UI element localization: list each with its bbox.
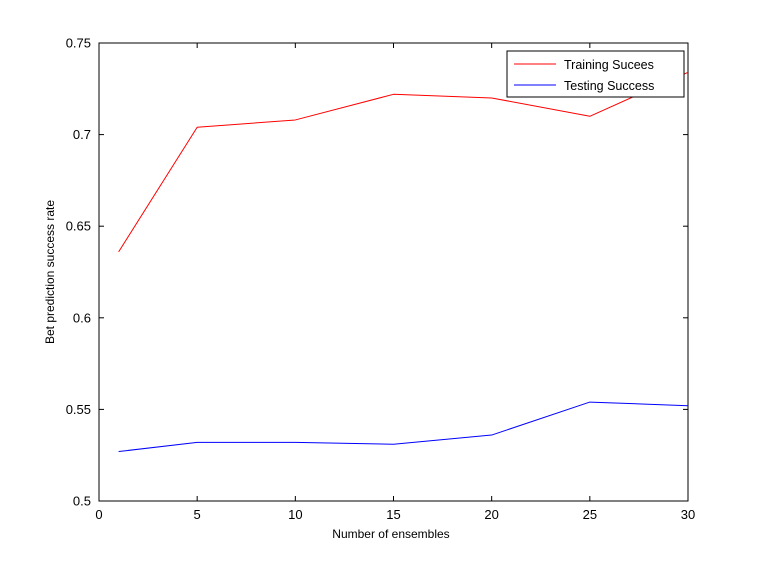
y-tick-label: 0.75: [66, 36, 91, 51]
y-tick-label: 0.55: [66, 402, 91, 417]
y-ticks: 0.5 0.55 0.6 0.65 0.7 0.75: [66, 36, 688, 509]
x-tick-label: 10: [288, 507, 302, 522]
axes-box: [98, 42, 689, 502]
x-tick-label: 25: [583, 507, 597, 522]
x-ticks: 0 5 10 15 20 25 30: [95, 43, 695, 522]
y-tick-label: 0.65: [66, 219, 91, 234]
legend-label-training: Training Sucees: [564, 58, 654, 72]
y-tick-label: 0.7: [73, 127, 91, 142]
legend: Training Sucees Testing Success: [506, 50, 685, 98]
legend-label-testing: Testing Success: [564, 79, 654, 93]
series-line-testing: [118, 401, 688, 453]
x-tick-label: 30: [681, 507, 695, 522]
legend-box: [506, 50, 685, 98]
y-tick-label: 0.6: [73, 310, 91, 325]
x-tick-label: 0: [95, 507, 102, 522]
x-axis-label: Number of ensembles: [332, 527, 449, 541]
y-axis-label: Bet prediction success rate: [43, 200, 57, 344]
x-tick-label: 15: [386, 507, 400, 522]
series-lines: [118, 71, 688, 453]
y-tick-label: 0.5: [73, 494, 91, 509]
series-line-training: [118, 71, 688, 253]
x-tick-label: 5: [194, 507, 201, 522]
x-tick-label: 20: [484, 507, 498, 522]
